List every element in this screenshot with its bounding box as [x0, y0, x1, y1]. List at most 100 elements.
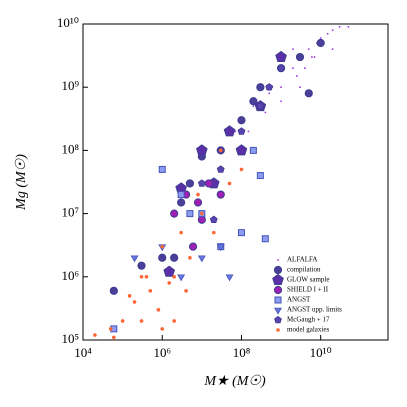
point: [256, 172, 264, 180]
point: [188, 242, 198, 251]
point: [163, 265, 176, 277]
plot-frame: [82, 23, 389, 341]
point: [177, 198, 186, 207]
point: [331, 48, 334, 51]
point: [237, 116, 246, 125]
point: [295, 75, 298, 77]
y-tick-label: 10⁸: [61, 141, 79, 156]
point: [311, 56, 313, 58]
y-tick-label: 10⁶: [61, 268, 79, 283]
legend-marker: [272, 273, 284, 285]
legend-marker: [277, 259, 279, 261]
point: [218, 148, 223, 153]
legend-marker: [273, 285, 283, 295]
point: [160, 327, 165, 331]
point: [144, 275, 149, 279]
point: [132, 300, 137, 304]
point: [216, 190, 225, 199]
y-tick-label: 10⁹: [61, 78, 79, 93]
point: [200, 211, 204, 216]
legend-marker: [276, 328, 280, 332]
point: [249, 146, 257, 154]
point: [184, 289, 188, 293]
point: [139, 319, 144, 323]
point: [127, 294, 132, 298]
point: [177, 191, 185, 199]
legend-marker: [274, 296, 282, 304]
point: [209, 215, 218, 224]
point: [313, 56, 316, 58]
point: [177, 274, 186, 282]
point: [216, 165, 225, 173]
point: [112, 335, 116, 340]
point: [347, 25, 350, 28]
point: [223, 125, 236, 137]
point: [239, 167, 244, 172]
point: [197, 255, 206, 263]
point: [167, 281, 172, 285]
point: [247, 130, 250, 133]
point: [156, 308, 161, 312]
point: [280, 100, 282, 103]
legend-text: McGaugh + 17: [287, 316, 330, 324]
point: [137, 261, 146, 270]
point: [109, 286, 118, 295]
point: [93, 333, 97, 337]
point: [227, 181, 232, 186]
legend-text: GLOW sample: [287, 276, 329, 284]
x-tick-label: 10⁶: [153, 345, 171, 360]
point: [172, 275, 176, 279]
x-tick-label: 10⁴: [74, 345, 92, 360]
point: [252, 105, 255, 108]
point: [295, 52, 305, 62]
x-axis-label: M★ (M☉): [203, 374, 266, 389]
point: [280, 86, 282, 89]
point: [237, 229, 245, 237]
point: [158, 165, 166, 173]
point: [188, 255, 192, 260]
point: [256, 83, 265, 92]
point: [338, 25, 341, 28]
point: [256, 102, 265, 110]
y-tick-label: 10¹⁰: [57, 15, 79, 30]
point: [148, 289, 153, 293]
point: [225, 274, 234, 282]
point: [277, 64, 285, 72]
point: [158, 253, 167, 262]
point: [108, 327, 113, 331]
legend-text: SHIELD I + II: [287, 286, 329, 294]
legend-text: compilation: [287, 266, 321, 274]
point: [265, 83, 274, 91]
point: [237, 127, 246, 135]
point: [304, 67, 306, 70]
point: [292, 48, 294, 51]
point: [275, 50, 287, 62]
point: [319, 37, 322, 39]
y-axis-label: Mg (M☉): [14, 154, 29, 211]
point: [261, 235, 269, 243]
point: [179, 230, 183, 235]
point: [299, 86, 301, 89]
point: [170, 253, 179, 262]
point: [316, 38, 325, 48]
point: [197, 215, 206, 224]
point: [185, 179, 195, 188]
point: [304, 89, 313, 98]
y-tick-label: 10⁷: [61, 205, 79, 220]
point: [331, 29, 334, 32]
legend-marker: [273, 265, 283, 275]
point: [130, 255, 139, 263]
legend-text: ANGST upp. limits: [287, 306, 342, 314]
point: [197, 179, 206, 187]
legend-text: ALFALFA: [287, 256, 317, 264]
point: [204, 179, 213, 188]
point: [264, 111, 267, 114]
y-tick-label: 10⁵: [61, 331, 79, 346]
point: [326, 32, 329, 35]
legend-marker: [274, 315, 282, 324]
legend-text: model galaxies: [287, 326, 329, 334]
point: [211, 230, 216, 235]
point: [307, 48, 310, 51]
